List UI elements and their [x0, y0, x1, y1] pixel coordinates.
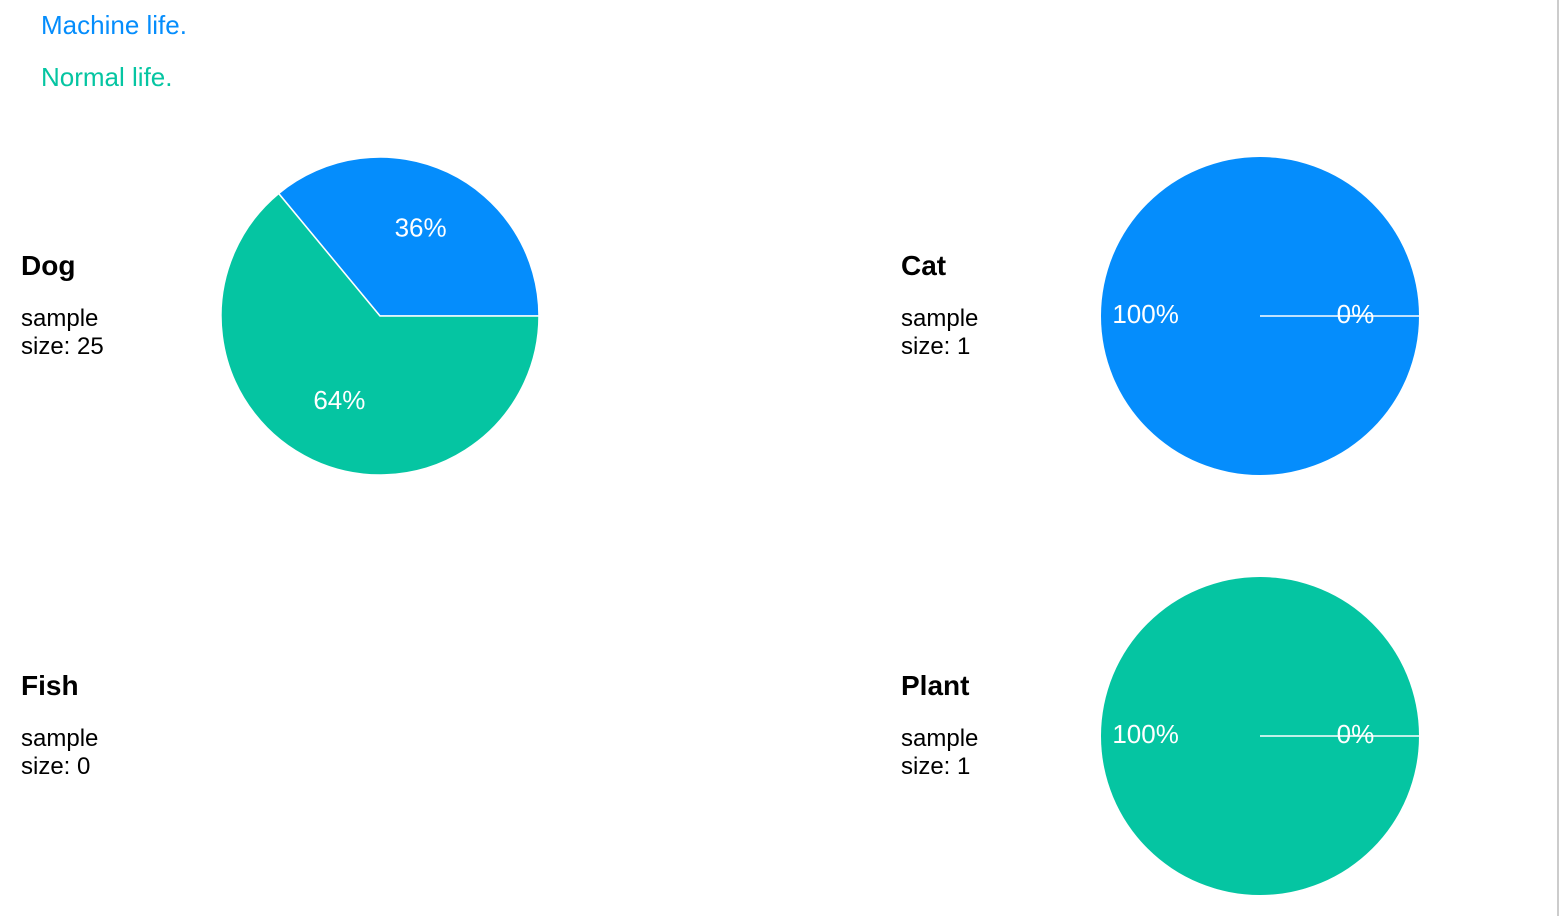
pie-slice: [277, 156, 540, 317]
slice-label: 36%: [395, 213, 447, 243]
chart-subtitle: sample size: 1: [901, 725, 979, 780]
slice-label: 64%: [313, 385, 365, 415]
chart-title: Dog: [21, 250, 76, 281]
chart-subtitle: sample size: 0: [21, 725, 99, 780]
legend-entry: Machine life.: [41, 10, 187, 40]
slice-label: 100%: [1112, 719, 1179, 749]
chart-subtitle: sample size: 1: [901, 305, 979, 360]
legend-entry: Normal life.: [41, 62, 173, 92]
chart-title: Plant: [901, 670, 970, 701]
slice-label: 0%: [1337, 719, 1375, 749]
chart-title: Cat: [901, 250, 947, 281]
chart-title: Fish: [21, 670, 79, 701]
slice-label: 100%: [1112, 299, 1179, 329]
slice-label: 0%: [1337, 299, 1375, 329]
pie-slice: [220, 192, 540, 476]
chart-subtitle: sample size: 25: [21, 305, 104, 360]
